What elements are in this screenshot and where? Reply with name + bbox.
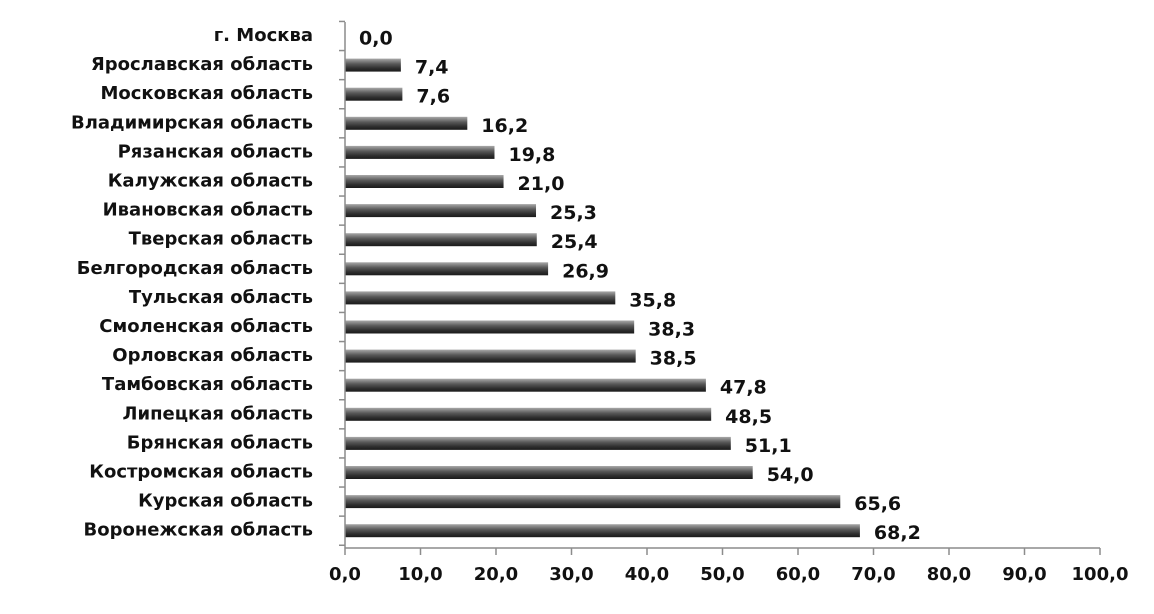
- category-label: Московская область: [100, 83, 313, 104]
- category-label: Тверская область: [129, 229, 313, 250]
- axes: [339, 20, 1101, 555]
- category-label: Тульская область: [129, 287, 313, 308]
- x-tick-label: 80,0: [927, 564, 971, 585]
- x-tick-labels: 0,0 10,0 20,0 30,0 40,0 50,0 60,0 70,0 80,0 90,0 1…: [329, 564, 1128, 585]
- bar: [345, 466, 753, 479]
- bar: [345, 204, 537, 218]
- category-labels: г. Москва Ярославская область Московская о…: [71, 25, 313, 541]
- bar: [345, 116, 468, 130]
- category-label: г. Москва: [214, 25, 313, 46]
- bar: [345, 349, 636, 363]
- category-label: Костромская область: [89, 462, 313, 483]
- x-tick-label: 100,0: [1072, 564, 1129, 585]
- bar: [345, 378, 706, 392]
- category-label: Ивановская область: [103, 200, 313, 221]
- bar: [345, 58, 401, 72]
- data-label: 7,6: [416, 86, 450, 108]
- category-label: Рязанская область: [118, 141, 313, 162]
- x-tick-label: 60,0: [776, 564, 820, 585]
- category-label: Ярославская область: [91, 54, 313, 75]
- data-label: 21,0: [518, 173, 565, 195]
- data-label: 47,8: [720, 377, 767, 399]
- bar: [345, 262, 549, 276]
- data-label: 26,9: [562, 260, 609, 282]
- bar: [345, 320, 635, 334]
- data-label: 38,5: [650, 348, 697, 370]
- bar: [345, 145, 495, 159]
- x-tick-label: 90,0: [1002, 564, 1046, 585]
- data-label: 48,5: [725, 406, 772, 428]
- category-label: Тамбовская область: [102, 374, 313, 395]
- category-label: Белгородская область: [77, 258, 313, 279]
- bar: [345, 87, 403, 101]
- category-label: Смоленская область: [99, 316, 313, 337]
- x-tick-label: 0,0: [329, 564, 361, 585]
- data-label: 35,8: [629, 289, 676, 311]
- bar: [345, 233, 537, 247]
- bars: [345, 58, 860, 538]
- data-label: 25,4: [551, 231, 598, 253]
- category-label: Орловская область: [112, 345, 313, 366]
- data-label: 54,0: [767, 464, 814, 486]
- data-label: 7,4: [415, 57, 449, 79]
- x-tick-label: 10,0: [398, 564, 442, 585]
- category-label: Брянская область: [127, 432, 313, 453]
- data-label: 38,3: [648, 319, 695, 341]
- bar: [345, 436, 731, 450]
- value-labels: 0,0 7,4 7,6 16,2 19,8 21,0 25,3 25,4 26,9 35,8 38,…: [359, 28, 921, 545]
- x-tick-label: 30,0: [549, 564, 593, 585]
- category-label: Липецкая область: [123, 403, 314, 424]
- data-label: 51,1: [745, 435, 792, 457]
- data-label: 65,6: [854, 493, 901, 515]
- bar: [345, 175, 504, 188]
- data-label: 0,0: [359, 28, 393, 50]
- category-label: Курская область: [138, 491, 313, 512]
- category-label: Калужская область: [108, 171, 313, 192]
- x-tick-label: 70,0: [851, 564, 895, 585]
- data-label: 19,8: [508, 144, 555, 166]
- category-label: Воронежская область: [84, 520, 314, 541]
- data-label: 25,3: [550, 202, 597, 224]
- data-label: 68,2: [874, 522, 921, 544]
- x-tick-label: 20,0: [474, 564, 518, 585]
- x-tick-label: 40,0: [625, 564, 669, 585]
- bar: [345, 407, 712, 421]
- data-label: 16,2: [481, 115, 528, 137]
- category-label: Владимирская область: [71, 112, 313, 133]
- bar: [345, 291, 616, 305]
- bar: [345, 524, 860, 538]
- bar: [345, 495, 841, 509]
- x-tick-label: 50,0: [700, 564, 744, 585]
